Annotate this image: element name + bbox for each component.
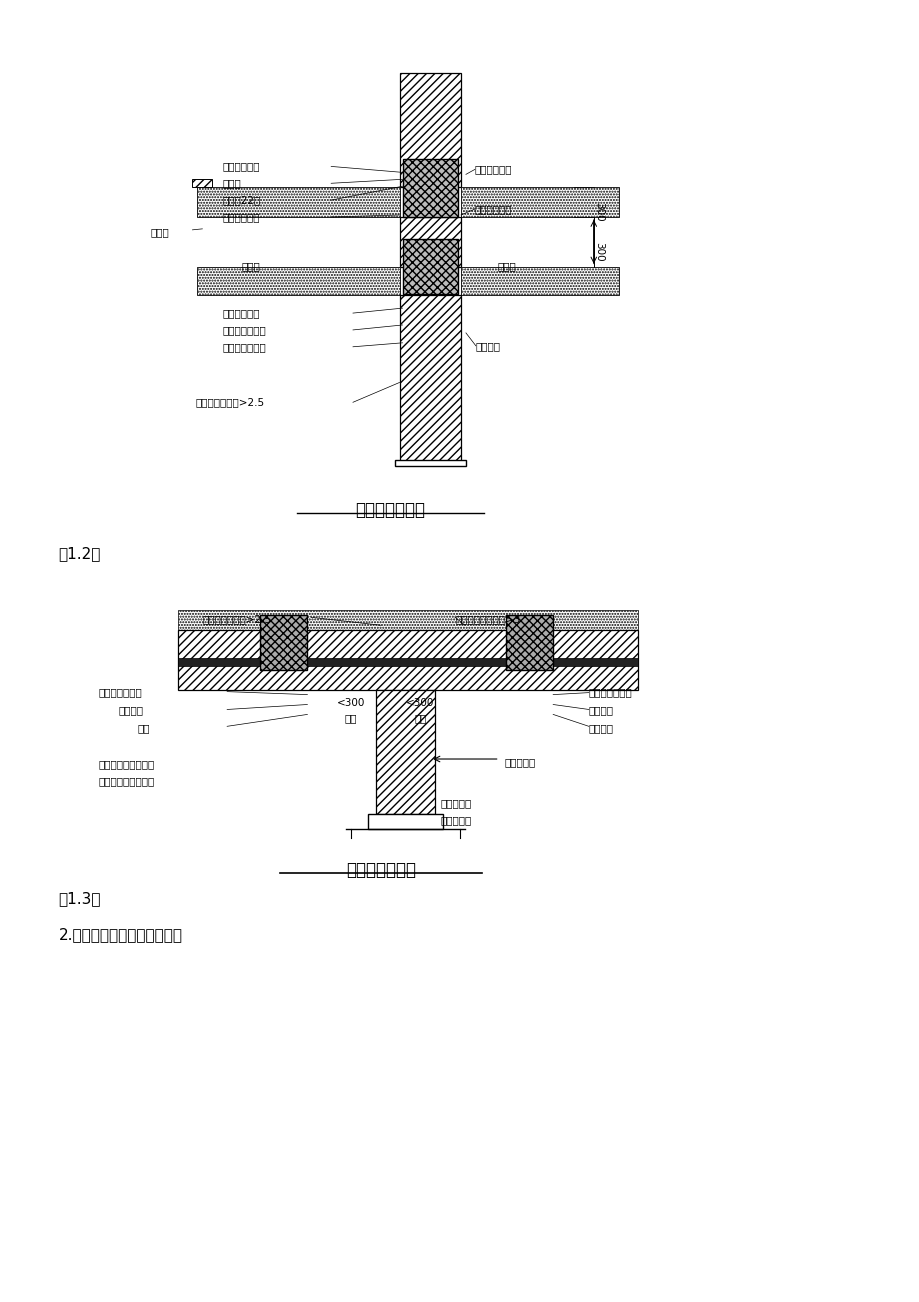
Text: 防护密闭接线盒: 防护密闭接线盒 — [588, 687, 632, 698]
Text: 跨接地线: 跨接地线 — [475, 341, 500, 350]
Text: <300: <300 — [405, 698, 434, 707]
Bar — [460, 187, 618, 217]
Text: 热镀锌钢管壁厚>2.5: 热镀锌钢管壁厚>2.5 — [202, 615, 271, 625]
Bar — [198, 187, 399, 217]
Text: 地面建筑地坪: 地面建筑地坪 — [221, 212, 259, 223]
Bar — [375, 690, 435, 814]
Bar — [394, 460, 465, 466]
Text: <300: <300 — [336, 698, 365, 707]
Text: 密闭填料: 密闭填料 — [118, 706, 143, 716]
Text: 300: 300 — [593, 242, 603, 262]
Bar — [399, 217, 460, 267]
Bar — [403, 159, 458, 217]
Text: 盖板: 盖板 — [138, 724, 151, 733]
Bar — [192, 180, 212, 187]
Text: 300: 300 — [593, 202, 603, 221]
Bar — [403, 238, 458, 294]
Text: 或临战封堵: 或临战封堵 — [439, 815, 471, 825]
Bar — [259, 616, 307, 669]
Text: 地面建筑墙壁: 地面建筑墙壁 — [474, 164, 512, 174]
Text: 密闭隔墙、密闭隔墙: 密闭隔墙、密闭隔墙 — [98, 776, 154, 786]
Text: 密闭肋: 密闭肋 — [151, 227, 169, 237]
Bar — [399, 296, 460, 462]
Bar — [177, 658, 638, 665]
Bar — [368, 814, 443, 829]
Bar — [460, 267, 618, 296]
Text: 2.口部预留穿墙线管做法图：: 2.口部预留穿墙线管做法图： — [59, 927, 183, 943]
Text: 防护密闭接线盒: 防护密闭接线盒 — [221, 326, 266, 335]
Text: 暗管引至电源箱: 暗管引至电源箱 — [221, 342, 266, 352]
Text: 防护盖板: 防护盖板 — [588, 724, 613, 733]
Text: （1.3）: （1.3） — [59, 891, 101, 906]
Text: 冲击波方向: 冲击波方向 — [504, 756, 535, 767]
Text: 防护密闭做法二: 防护密闭做法二 — [346, 861, 415, 879]
Text: 内填密闭填料: 内填密闭填料 — [221, 161, 259, 172]
Bar — [505, 616, 552, 669]
Bar — [399, 73, 460, 187]
Text: 防护密闭做法一: 防护密闭做法一 — [356, 501, 425, 519]
Text: 热镀锌钢管壁厚>2.5: 热镀锌钢管壁厚>2.5 — [195, 397, 265, 408]
Text: 外侧: 外侧 — [414, 713, 426, 724]
Text: 防护密闭门: 防护密闭门 — [439, 798, 471, 809]
Bar — [177, 611, 638, 630]
Bar — [198, 267, 399, 296]
Text: 密闭热镀锌钢板厚>3: 密闭热镀锌钢板厚>3 — [455, 615, 520, 625]
Text: 内填密闭填料: 内填密闭填料 — [221, 309, 259, 318]
Text: 地面建筑地坪: 地面建筑地坪 — [474, 204, 512, 214]
Text: 密闭填料: 密闭填料 — [588, 706, 613, 716]
Text: 内侧: 内侧 — [345, 713, 357, 724]
Text: 防护密闭接线盒: 防护密闭接线盒 — [98, 687, 142, 698]
Text: www.bdocx.com: www.bdocx.com — [386, 633, 533, 651]
Text: 做法见22页: 做法见22页 — [221, 195, 260, 206]
Text: 外墙、临空墙、防护: 外墙、临空墙、防护 — [98, 759, 154, 769]
Text: 清洁区: 清洁区 — [242, 262, 260, 272]
Text: 染毒区: 染毒区 — [497, 262, 516, 272]
Text: 抗力片: 抗力片 — [221, 178, 241, 189]
Text: （1.2）: （1.2） — [59, 546, 101, 561]
Bar — [177, 630, 638, 690]
